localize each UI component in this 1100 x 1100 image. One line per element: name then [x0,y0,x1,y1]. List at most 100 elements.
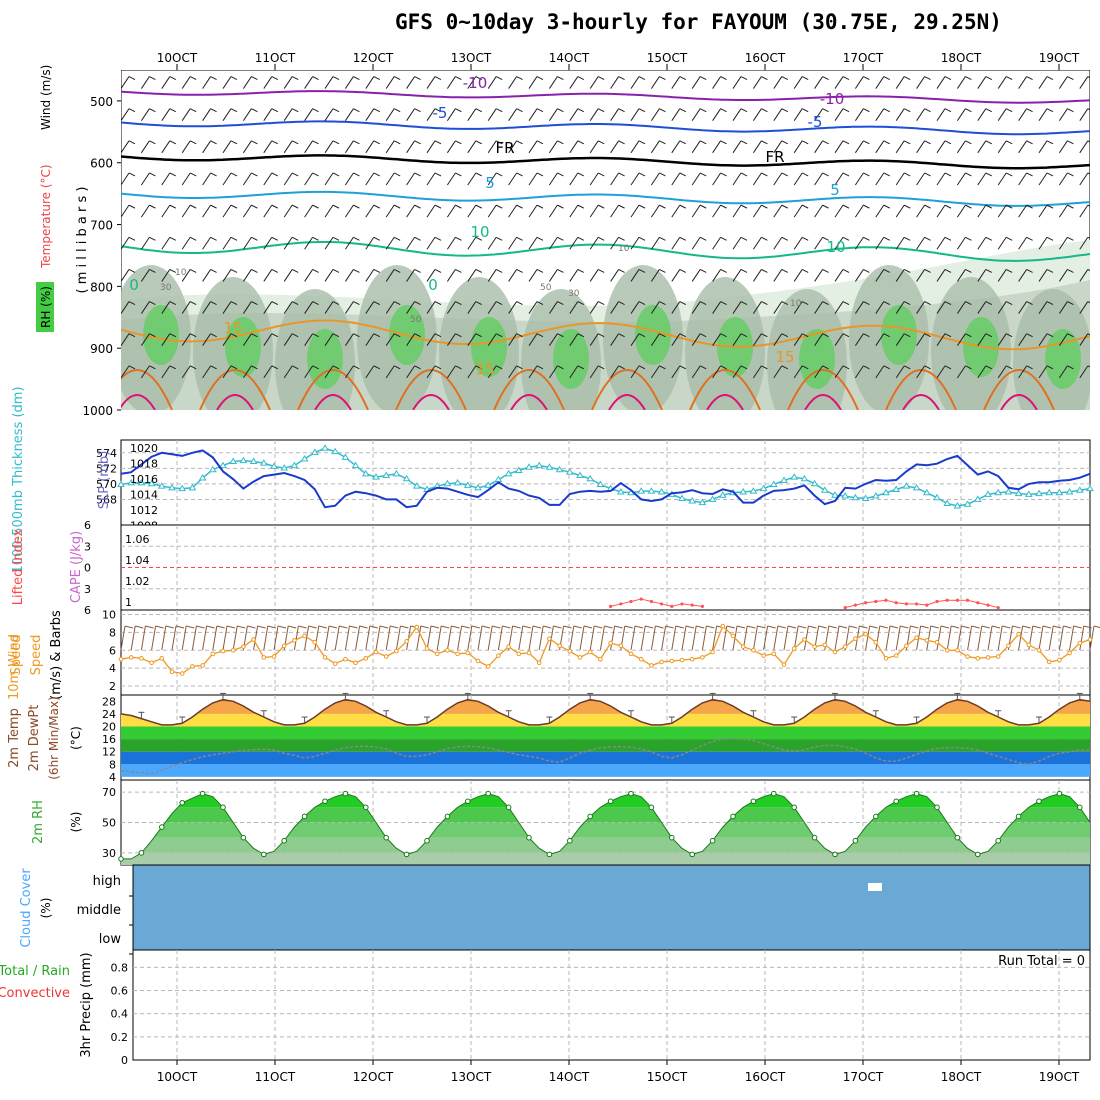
wind-barb [406,140,416,154]
wind-barb [1018,172,1028,186]
wind-barb-10m-flag [492,625,501,629]
wind-barb-flag [903,301,911,306]
top-day-label: 14OCT [549,51,590,65]
wind-speed-marker [394,648,399,654]
wind-barb-flag [210,108,217,113]
wind-barb-flag [495,301,503,306]
wind-barb [814,204,824,218]
wind-barb [997,76,1007,89]
rh-70-area [553,329,589,389]
wind-barb-10m [1089,625,1095,651]
wind-barb [467,236,477,250]
wind-barb-flag [740,172,748,177]
wind-barb-flag [312,236,319,241]
isotherm--5 [121,120,1090,136]
wind-barb-10m [385,625,391,651]
wind-speed-marker [873,639,879,645]
wind-barb-10m-flag [461,625,470,629]
isotherm-20 [689,369,761,410]
wind-barb [916,333,926,346]
wind-barb-flag [169,172,177,177]
wind-barb [589,301,599,314]
wind-barb-flag [924,236,931,241]
wind-speed-marker [924,638,930,643]
thickness-tick-label: 572 [96,463,117,476]
wind-barb-flag [659,140,666,145]
wind-barb-flag [903,108,911,113]
wind-barb-flag [434,140,442,145]
wind-barb [569,140,579,154]
wind-barb-10m-flag [859,625,868,629]
wind-barb-10m [212,625,218,651]
wind-barb-flag [577,140,585,145]
wind-barb-flag [353,140,360,145]
wind-barb [324,172,334,186]
wind-barb [467,76,477,89]
temp-band [121,739,1090,752]
wind-barb-flag [536,268,544,273]
wind-barb [263,172,273,186]
wind-barb-10m-flag [257,625,266,629]
wind-barb-flag [924,76,931,80]
wind-barb [814,333,824,346]
wind-barb-flag [353,76,360,80]
wind-barb [304,269,314,282]
cloud-axis-label-text: Cloud Cover [19,868,34,948]
wind-barb-10m [589,625,595,651]
thickness-marker [698,498,707,506]
wind-barb [732,236,742,250]
thickness-marker [780,476,788,483]
wind-barb [610,204,620,218]
wind-barb-flag [822,333,829,338]
wind-barb-flag [332,365,340,370]
wind-barb [589,140,599,154]
wind-barb [446,76,456,89]
wind-barb [793,140,803,154]
cape-line [865,601,876,604]
wind-barb-flag [1087,172,1090,175]
isotherm-20 [591,369,663,410]
wind-barb-10m [630,625,636,651]
wind-barb-flag [638,301,646,306]
wind-barb [365,172,375,186]
wind-barb-10m [987,625,993,651]
wind-barb-flag [638,268,646,273]
wind-barb-10m-flag [369,625,378,629]
wind-barb-10m-flag [573,625,582,629]
thickness-marker [392,469,401,477]
wind-barb-flag [863,365,870,370]
wind-barb [406,301,416,314]
wind-barb [997,365,1007,379]
wind-barb [528,269,538,282]
wind-barb [508,172,518,186]
wind-barb [956,269,966,282]
wind-barb [691,76,701,89]
wind-barb-flag [434,236,442,241]
wind-barb [712,269,722,282]
wind-barb-flag [903,236,911,241]
thickness-marker [178,484,187,492]
wind-barb [997,172,1007,186]
wind-barb [997,333,1007,346]
wind-barb-10m [926,625,932,651]
wind-barb-flag [251,76,258,80]
wind-barb-10m-flag [175,625,185,629]
wind-barb [385,204,395,218]
wind-barb-flag [169,301,177,306]
wind-barb-flag [740,301,748,306]
wind-barb [1079,236,1089,250]
wind-barb-10m-flag [1002,625,1011,629]
wind-speed-marker [914,635,919,641]
wind-barb [446,204,456,218]
wind-barb [712,365,722,379]
wind-barb-10m [253,625,259,651]
wind-speed-marker [791,646,797,651]
wind-barb [630,204,640,218]
slp-axis-label: SLP (mb) [97,451,112,510]
wind-barb [263,140,273,154]
wind-barb [487,204,497,218]
wind-barb [630,140,640,154]
isotherm-25 [1000,394,1038,410]
wind-speed-marker [220,648,226,654]
wind-speed-marker [485,664,491,669]
